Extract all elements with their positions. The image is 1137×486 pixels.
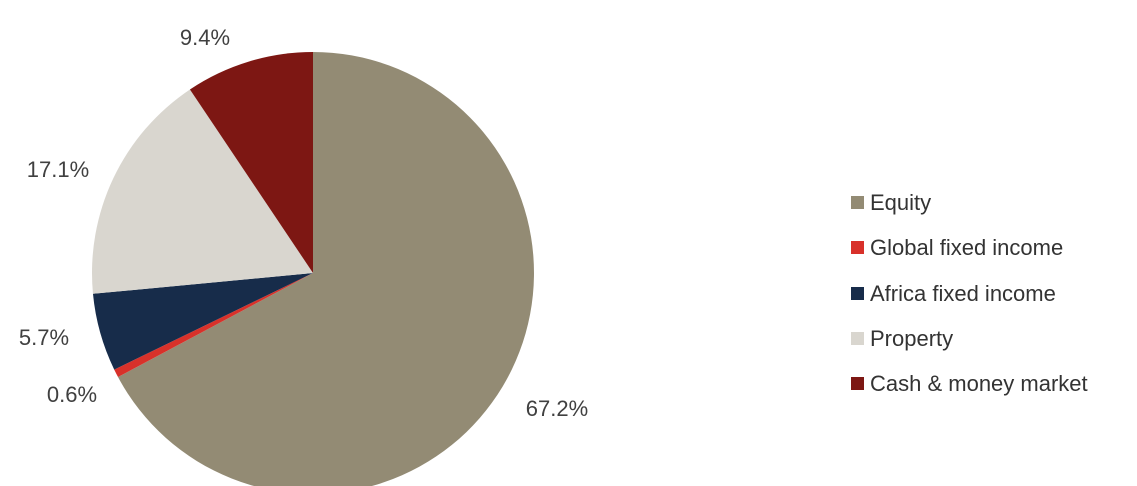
legend-label-cash-money-market: Cash & money market [870, 371, 1088, 396]
legend-item-cash-money-market: Cash & money market [851, 371, 1088, 396]
data-label-equity: 67.2% [526, 396, 588, 421]
legend-label-equity: Equity [870, 190, 931, 215]
pie-slice-africa-fixed-income [92, 273, 313, 370]
legend-label-global-fixed-income: Global fixed income [870, 235, 1063, 260]
legend-item-africa-fixed-income: Africa fixed income [851, 281, 1056, 306]
legend-label-property: Property [870, 326, 953, 351]
legend: Equity Global fixed income Africa fixed … [851, 190, 1088, 396]
pie-slice-global-fixed-income [114, 273, 313, 378]
data-label-africa-fixed-income: 5.7% [19, 325, 69, 350]
pie-data-labels: 67.2% 0.6% 5.7% 17.1% 9.4% [19, 25, 588, 421]
pie-slice-equity [118, 52, 534, 486]
legend-item-equity: Equity [851, 190, 931, 215]
pie-slice-cash-money-market [189, 52, 313, 273]
legend-swatch-global-fixed-income [851, 241, 864, 254]
legend-swatch-africa-fixed-income [851, 287, 864, 300]
data-label-property: 17.1% [27, 157, 89, 182]
pie-slices [91, 52, 534, 486]
data-label-cash-money-market: 9.4% [180, 25, 230, 50]
legend-swatch-property [851, 332, 864, 345]
legend-swatch-cash-money-market [851, 377, 864, 390]
legend-item-property: Property [851, 326, 953, 351]
legend-label-africa-fixed-income: Africa fixed income [870, 281, 1056, 306]
pie-slice-property [91, 89, 314, 294]
data-label-global-fixed-income: 0.6% [47, 382, 97, 407]
legend-item-global-fixed-income: Global fixed income [851, 235, 1063, 260]
legend-swatch-equity [851, 196, 864, 209]
